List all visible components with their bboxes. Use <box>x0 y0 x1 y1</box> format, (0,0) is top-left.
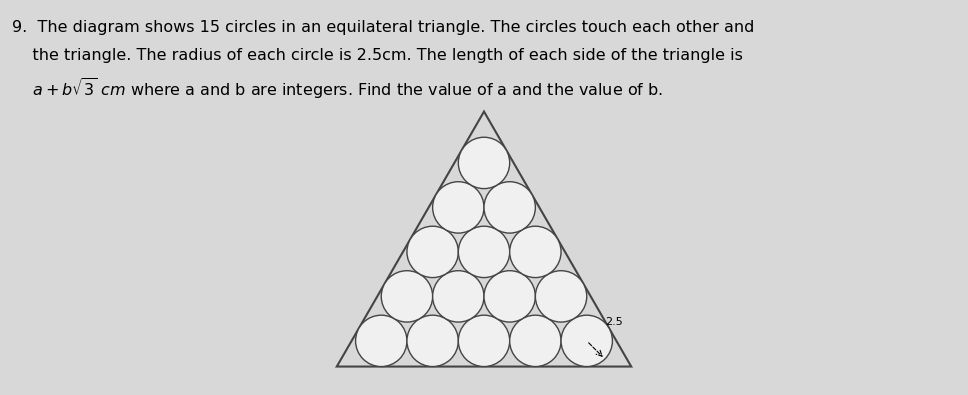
Circle shape <box>535 271 587 322</box>
Circle shape <box>510 226 561 278</box>
Text: 2.5: 2.5 <box>605 317 623 327</box>
Circle shape <box>381 271 433 322</box>
Circle shape <box>458 226 510 278</box>
Text: 9.  The diagram shows 15 circles in an equilateral triangle. The circles touch e: 9. The diagram shows 15 circles in an eq… <box>12 20 754 35</box>
Circle shape <box>484 271 535 322</box>
Text: $a + b\sqrt{3}$ $cm$ where a and b are integers. Find the value of a and the val: $a + b\sqrt{3}$ $cm$ where a and b are i… <box>12 76 663 101</box>
Circle shape <box>458 315 510 367</box>
Text: the triangle. The radius of each circle is 2.5cm. The length of each side of the: the triangle. The radius of each circle … <box>12 48 742 63</box>
Circle shape <box>407 315 458 367</box>
Circle shape <box>458 137 510 188</box>
Circle shape <box>561 315 613 367</box>
Circle shape <box>510 315 561 367</box>
Circle shape <box>407 226 458 278</box>
Circle shape <box>433 271 484 322</box>
Circle shape <box>433 182 484 233</box>
Circle shape <box>484 182 535 233</box>
Circle shape <box>355 315 407 367</box>
